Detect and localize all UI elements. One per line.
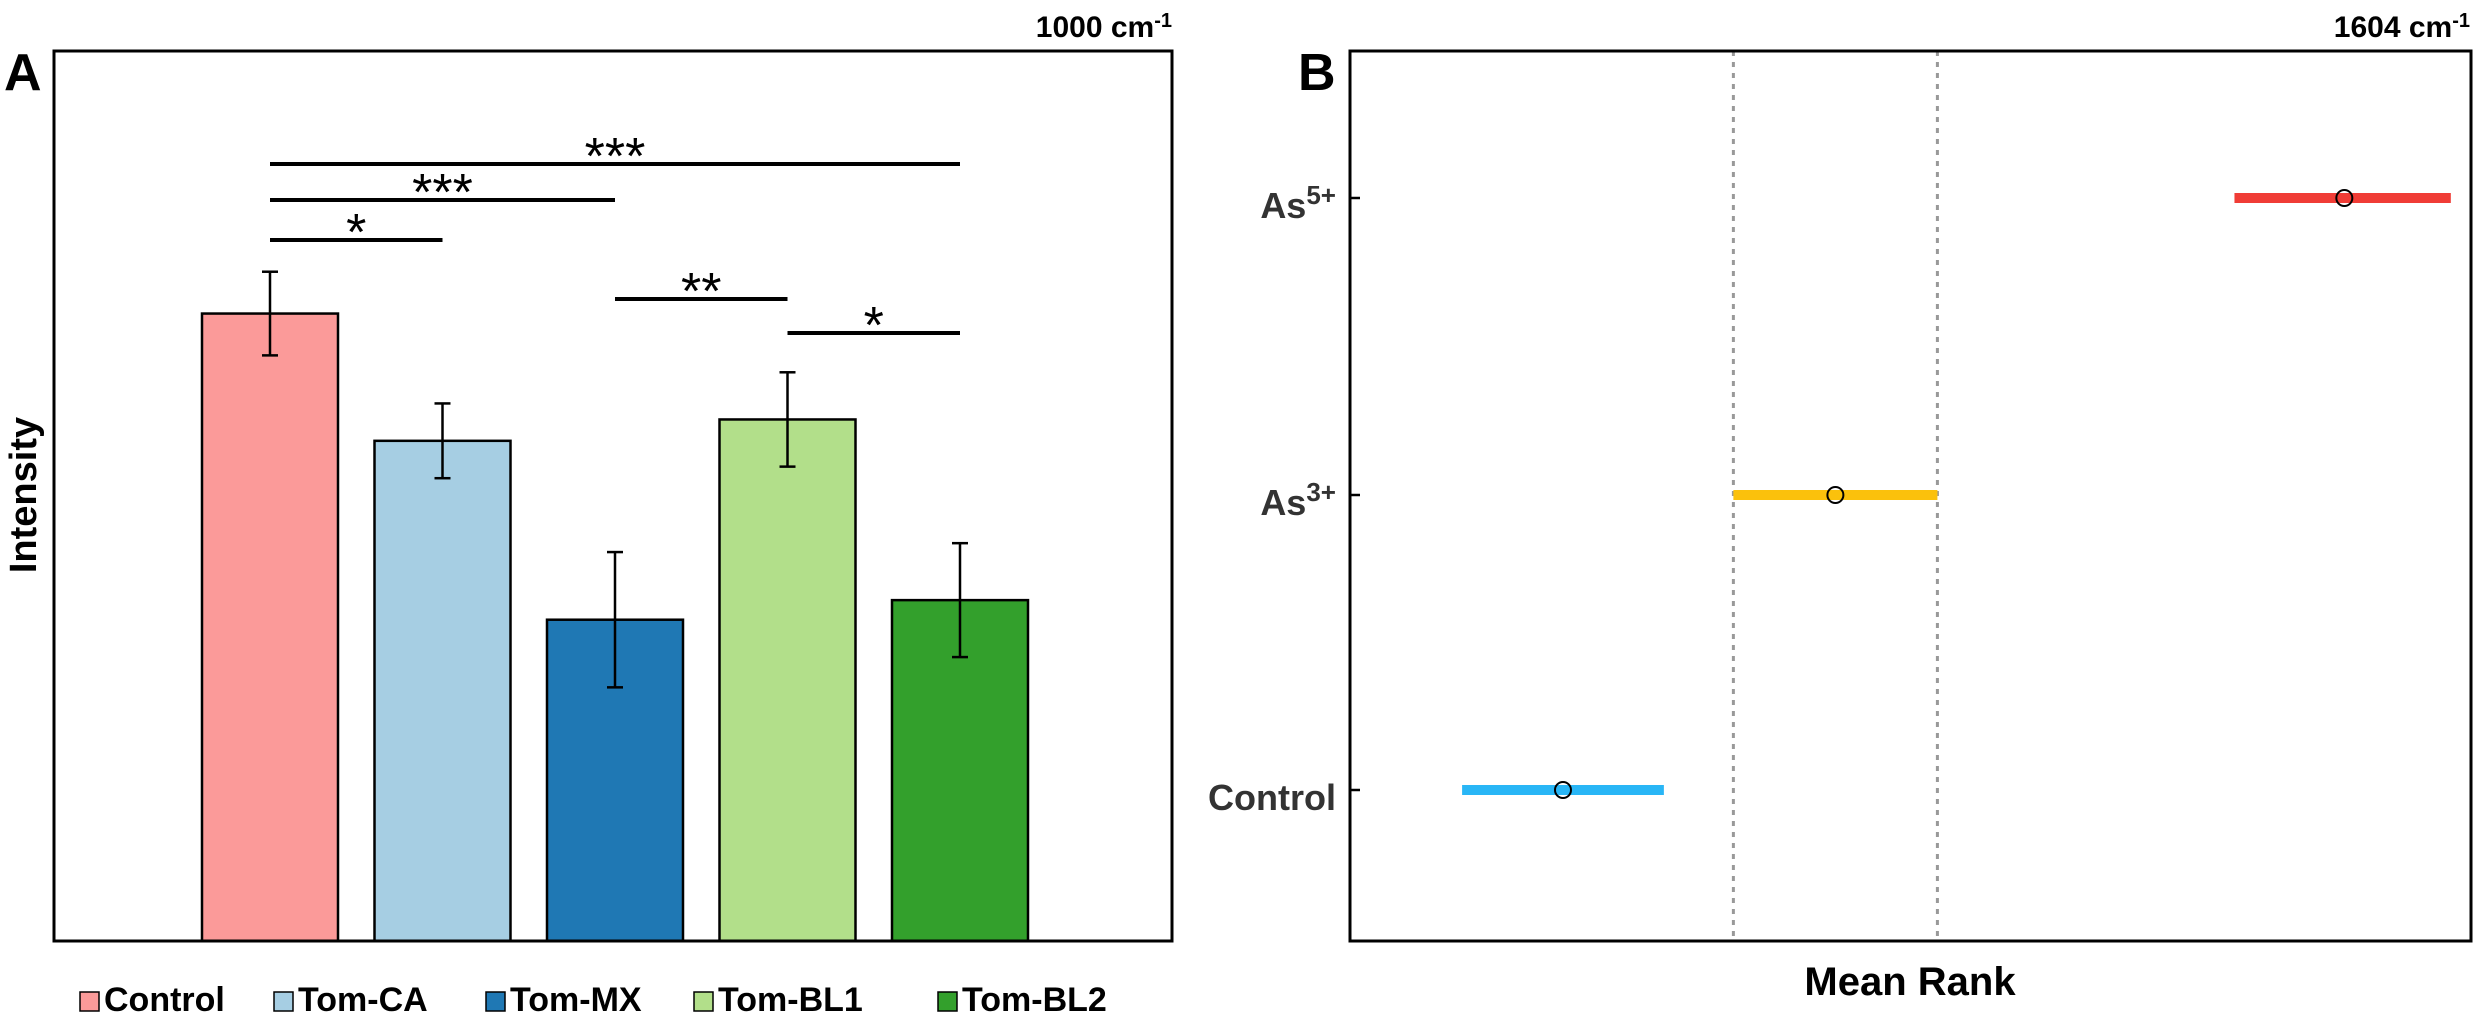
legend-item-control: Control — [79, 981, 225, 1019]
panel-b-label: B — [1298, 44, 1336, 102]
significance-tom-bl1-tom-bl2: * — [787, 297, 960, 355]
significance-label: ** — [681, 263, 721, 321]
interval-as5- — [2234, 189, 2451, 207]
legend-item-tom-mx: Tom-MX — [485, 981, 642, 1019]
error-bar-tom-mx — [607, 550, 623, 689]
error-bar-tom-ca — [434, 402, 451, 480]
panel-a-significance: ********** — [270, 128, 960, 355]
legend-item-tom-bl2: Tom-BL2 — [937, 981, 1107, 1019]
bar-tom-ca — [373, 439, 512, 943]
legend-swatch — [485, 991, 506, 1012]
interval-mean-marker — [1553, 781, 1572, 799]
panel-b-title: 1604 cm-1 — [2334, 10, 2470, 44]
y-tick-label-control: Control — [1208, 777, 1336, 818]
bar-tom-bl1 — [718, 418, 857, 943]
interval-as3- — [1733, 486, 1938, 504]
significance-control-tom-ca: * — [270, 204, 443, 262]
significance-label: *** — [412, 164, 473, 222]
legend-swatch — [693, 991, 714, 1012]
panel-a-error-bars — [262, 270, 968, 689]
legend-swatch — [79, 991, 100, 1012]
interval-mean-marker — [1826, 486, 1845, 504]
legend-swatch — [273, 991, 294, 1012]
panel-b-y-axis: Control As3+ As5+ — [1208, 180, 1360, 818]
legend-label: Tom-CA — [298, 981, 428, 1019]
legend-label: Tom-BL2 — [962, 981, 1107, 1019]
panel-b-frame — [1348, 49, 2473, 943]
error-bar-tom-bl1 — [779, 371, 796, 468]
panel-a-y-axis-label: Intensity — [3, 417, 45, 573]
interval-control — [1462, 781, 1664, 799]
panel-a-title: 1000 cm-1 — [1036, 10, 1172, 44]
panel-a: A 1000 cm-1 Intensity ********** Control… — [3, 10, 1174, 1019]
y-tick-label-as3-: As3+ — [1260, 477, 1336, 523]
significance-label: * — [864, 297, 884, 355]
significance-control-tom-bl2: *** — [270, 128, 960, 186]
interval-mean-marker — [2335, 189, 2354, 207]
legend-item-tom-bl1: Tom-BL1 — [693, 981, 863, 1019]
y-tick-label-as5-: As5+ — [1260, 180, 1336, 226]
significance-label: * — [346, 204, 366, 262]
significance-label: *** — [585, 128, 646, 186]
error-bar-tom-bl2 — [952, 541, 968, 659]
panel-b-x-axis-label: Mean Rank — [1804, 960, 2016, 1004]
significance-tom-mx-tom-bl1: ** — [615, 263, 788, 321]
panel-a-frame — [52, 49, 1174, 943]
legend-label: Tom-BL1 — [718, 981, 863, 1019]
panel-a-label: A — [4, 44, 42, 102]
panel-b: B 1604 cm-1 Control As3+ As5+ Mean Rank — [1208, 10, 2473, 1004]
legend-label: Tom-MX — [510, 981, 642, 1019]
legend-swatch — [937, 991, 958, 1012]
panel-b-intervals — [1462, 189, 2451, 799]
legend-item-tom-ca: Tom-CA — [273, 981, 428, 1019]
error-bar-control — [262, 270, 278, 357]
bar-control — [200, 312, 340, 943]
panel-a-legend: Control Tom-CA Tom-MX Tom-BL1 Tom-BL2 — [79, 981, 1107, 1019]
significance-control-tom-mx: *** — [270, 164, 615, 222]
legend-label: Control — [104, 981, 225, 1019]
